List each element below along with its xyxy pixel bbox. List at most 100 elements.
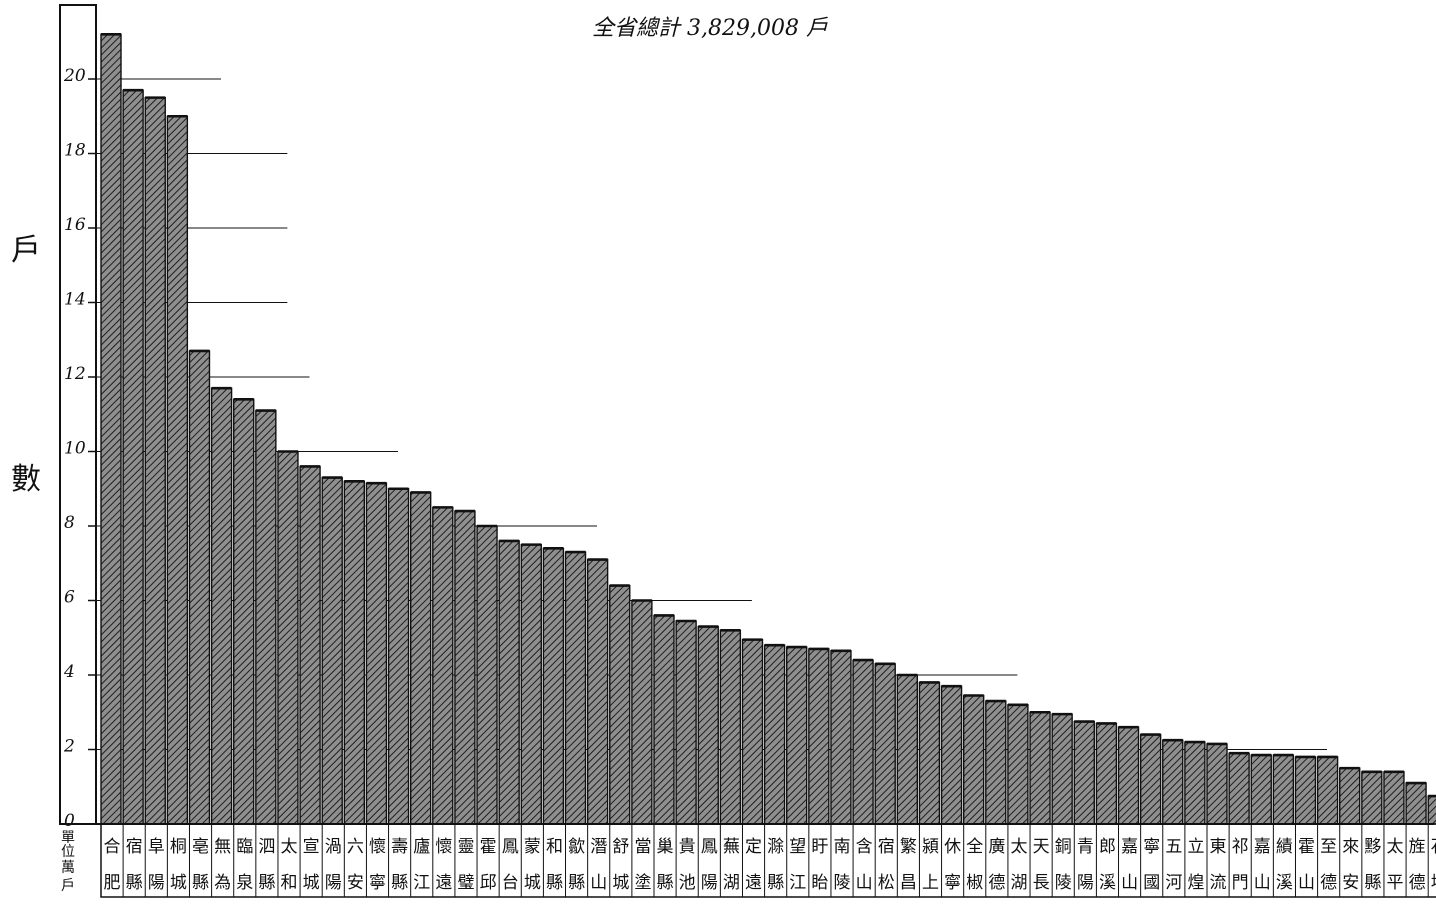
category-label-41-b: 湖 xyxy=(1010,873,1027,893)
category-label-7-a: 泗 xyxy=(258,837,275,857)
category-label-14-b: 江 xyxy=(413,873,430,893)
bar-繁昌 xyxy=(896,674,919,825)
category-label-2-a: 阜 xyxy=(148,837,165,857)
category-label-56-b: 安 xyxy=(1342,873,1359,893)
category-label-18-b: 台 xyxy=(502,873,519,893)
category-label-1-a: 宿 xyxy=(126,837,143,857)
bar-南陵 xyxy=(830,650,852,825)
category-label-23-a: 舒 xyxy=(612,837,629,857)
category-label-54-a: 霍 xyxy=(1298,837,1315,857)
category-label-box xyxy=(100,823,1436,898)
category-label-39-a: 全 xyxy=(966,837,983,857)
category-label-11-a: 六 xyxy=(347,837,364,857)
category-label-11-b: 安 xyxy=(347,873,364,893)
bar-亳縣 xyxy=(188,350,211,825)
bar-來安 xyxy=(1339,767,1361,825)
category-label-17-b: 邱 xyxy=(480,873,497,893)
category-label-31-a: 望 xyxy=(789,837,806,857)
category-label-5-a: 無 xyxy=(214,837,231,857)
bar-壽縣 xyxy=(387,488,410,825)
category-label-4-b: 縣 xyxy=(192,873,209,893)
bar-青陽 xyxy=(1073,720,1095,825)
bar-無為 xyxy=(210,387,233,825)
category-label-18-a: 鳳 xyxy=(502,837,519,857)
bar-蒙城 xyxy=(520,543,542,825)
bar-廬江 xyxy=(409,491,432,825)
bar-天長 xyxy=(1029,711,1051,825)
bar-祁門 xyxy=(1228,752,1250,825)
bar-渦陽 xyxy=(321,476,343,825)
bar-嘉山 xyxy=(1250,754,1272,825)
category-label-37-b: 上 xyxy=(922,873,939,893)
unit-label-char-1: 位 xyxy=(61,844,75,860)
bar-太平 xyxy=(1383,771,1405,825)
category-label-9-a: 宣 xyxy=(303,837,320,857)
category-label-57-b: 縣 xyxy=(1364,873,1381,893)
category-label-26-b: 池 xyxy=(679,873,696,893)
bar-寧國 xyxy=(1139,733,1162,825)
category-label-35-a: 宿 xyxy=(878,837,895,857)
y-axis-frame xyxy=(59,4,97,825)
category-label-32-a: 盱 xyxy=(811,837,828,857)
category-label-47-b: 國 xyxy=(1143,873,1160,893)
y-tick-label-10: 10 xyxy=(64,439,86,459)
bar-鳳台 xyxy=(498,540,520,825)
category-label-32-b: 眙 xyxy=(811,873,828,893)
y-tick-label-12: 12 xyxy=(64,364,86,384)
category-label-48-b: 河 xyxy=(1165,873,1182,893)
category-label-34-b: 山 xyxy=(856,873,873,893)
category-label-40-b: 德 xyxy=(988,873,1005,893)
bar-廣德 xyxy=(985,700,1007,825)
category-label-51-b: 門 xyxy=(1232,873,1249,893)
category-label-49-b: 煌 xyxy=(1187,873,1204,893)
category-label-4-a: 亳 xyxy=(192,837,209,857)
bar-旌德 xyxy=(1405,782,1427,825)
category-label-1-b: 縣 xyxy=(126,873,143,893)
category-label-3-b: 城 xyxy=(170,873,187,893)
category-label-14-a: 廬 xyxy=(413,836,430,857)
category-label-31-b: 江 xyxy=(789,873,806,893)
y-tick-label-14: 14 xyxy=(64,290,86,310)
category-label-43-b: 陵 xyxy=(1055,873,1072,893)
category-label-13-a: 壽 xyxy=(391,837,408,857)
category-label-53-a: 績 xyxy=(1276,837,1293,857)
category-labels: 合肥宿縣阜陽桐城亳縣無為臨泉泗縣太和宣城渦陽六安懷寧壽縣廬江懷遠靈璧霍邱鳳台蒙城… xyxy=(61,823,1436,898)
bar-貴池 xyxy=(675,620,697,825)
category-label-53-b: 溪 xyxy=(1276,873,1293,893)
category-label-24-b: 塗 xyxy=(634,872,651,893)
category-label-20-a: 和 xyxy=(546,837,563,857)
category-label-59-a: 旌 xyxy=(1409,837,1426,857)
category-label-9-b: 城 xyxy=(303,873,320,893)
category-label-45-b: 溪 xyxy=(1099,873,1116,893)
category-label-19-a: 蒙 xyxy=(524,837,541,857)
bar-潛山 xyxy=(586,558,609,825)
category-label-25-b: 縣 xyxy=(657,873,674,893)
bar-靈璧 xyxy=(454,510,476,825)
y-tick-label-18: 18 xyxy=(64,141,86,161)
category-label-26-a: 貴 xyxy=(679,837,696,857)
bar-宿松 xyxy=(874,663,896,825)
category-label-54-b: 山 xyxy=(1298,873,1315,893)
category-label-60-a: 石 xyxy=(1431,837,1436,857)
category-label-55-a: 至 xyxy=(1320,837,1337,857)
y-tick-label-6: 6 xyxy=(64,588,75,608)
category-label-40-a: 廣 xyxy=(988,837,1005,857)
unit-label-char-2: 萬 xyxy=(61,860,75,876)
category-label-10-b: 陽 xyxy=(325,873,342,893)
bar-宣城 xyxy=(299,465,321,825)
y-axis-title-char-1: 戶 xyxy=(11,233,41,268)
category-label-42-b: 長 xyxy=(1033,873,1050,893)
category-label-10-a: 渦 xyxy=(325,837,342,857)
bar-桐城 xyxy=(166,115,189,825)
category-label-42-a: 天 xyxy=(1033,837,1050,857)
category-label-19-b: 城 xyxy=(524,873,541,893)
bar-五河 xyxy=(1162,739,1184,825)
category-label-16-a: 靈 xyxy=(457,837,474,857)
category-label-24-a: 當 xyxy=(634,837,651,857)
category-label-0-b: 肥 xyxy=(104,873,121,893)
category-label-33-b: 陵 xyxy=(834,873,851,893)
category-label-15-b: 遠 xyxy=(435,873,452,893)
bar-懷遠 xyxy=(432,506,454,825)
category-label-41-a: 太 xyxy=(1010,837,1027,857)
category-label-22-a: 潛 xyxy=(590,837,607,857)
